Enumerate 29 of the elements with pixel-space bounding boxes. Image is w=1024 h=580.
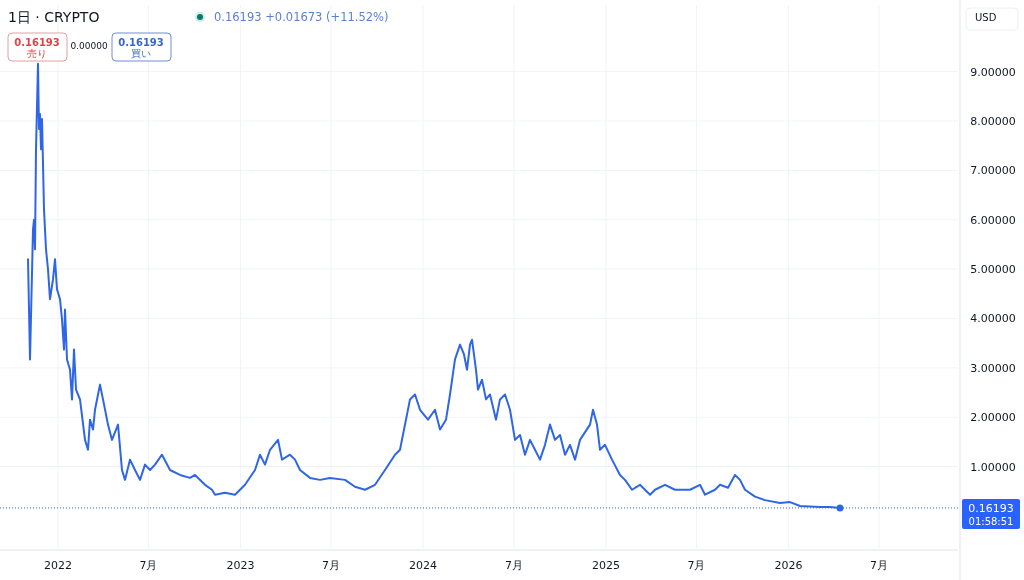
annotation: 0.00000 [70, 41, 108, 51]
x-tick-label: 7月 [687, 559, 706, 572]
text: 01:58:51 [968, 515, 1014, 527]
y-tick-label: 2.00000 [970, 411, 1016, 425]
x-tick-label: 2025 [592, 559, 620, 572]
x-tick-label: 7月 [322, 559, 340, 572]
y-tick-label: 1.00000 [970, 460, 1016, 474]
x-tick-label: 7月 [505, 559, 523, 572]
y-tick-label: 4.00000 [970, 312, 1016, 326]
annotation: 買い [131, 48, 151, 59]
y-tick-label: 8.00000 [970, 115, 1016, 128]
annotation: 0.16193 [14, 37, 60, 48]
y-tick-label: 9.00000 [970, 65, 1016, 79]
x-tick-label: 2026 [774, 559, 803, 572]
y-tick-label: 6.00000 [970, 213, 1016, 227]
y-tick-label: 5.00000 [970, 263, 1016, 277]
y-tick-label: 3.00000 [970, 361, 1016, 375]
x-tick-label: 2023 [226, 559, 255, 572]
x-tick-label: 7月 [870, 559, 888, 572]
x-tick-label: 2022 [44, 559, 72, 572]
x-tick-label: 2024 [409, 559, 437, 572]
chart-title: 1日 · CRYPTO [8, 9, 100, 25]
ref-line-label: 0.16193 [968, 501, 1014, 515]
y-tick-label: 7.00000 [970, 164, 1016, 178]
text: 0.16193 +0.01673 (+11.52%) [214, 10, 389, 24]
text: USD [975, 12, 997, 23]
x-tick-label: 7月 [139, 559, 158, 572]
annotation: 売り [27, 48, 47, 59]
annotation: 0.16193 [118, 37, 164, 48]
